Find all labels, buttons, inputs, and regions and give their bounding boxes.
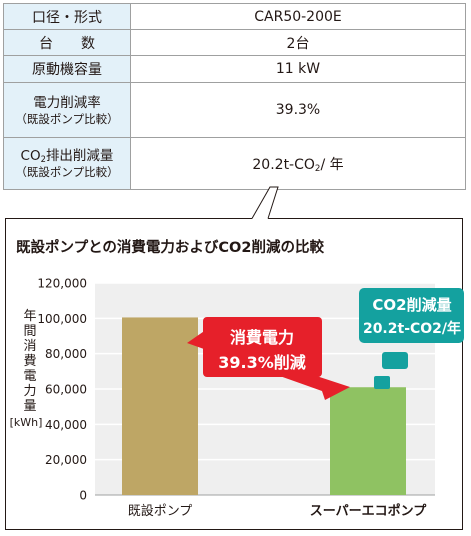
y-label-char: 年 — [23, 309, 36, 324]
x-tick-label: スーパーエコポンプ — [310, 503, 427, 519]
bars — [122, 317, 406, 495]
red-callout-box — [203, 317, 322, 377]
table-row: CO2排出削減量 （既設ポンプ比較） 20.2t-CO2/ 年 — [3, 137, 466, 190]
y-label-char: 費 — [23, 354, 36, 369]
red-callout-line2: 39.3%削減 — [218, 353, 306, 372]
y-tick-label: 80,000 — [45, 347, 87, 361]
y-label-char: 量 — [23, 399, 36, 414]
y-tick-label: 20,000 — [45, 453, 87, 467]
y-label-char: 電 — [23, 369, 36, 384]
y-tick-label: 0 — [79, 489, 87, 503]
y-tick-label: 60,000 — [45, 383, 87, 397]
y-label-char: 力 — [23, 384, 36, 399]
y-label-char: 間 — [23, 324, 36, 339]
table-row: 台 数 2台 — [3, 29, 466, 56]
red-callout-line1: 消費電力 — [230, 328, 294, 347]
spec-table: 口径・形式 CAR50-200E 台 数 2台 原動機容量 11 kW 電力削減… — [3, 3, 466, 190]
x-tick-label: 既設ポンプ — [128, 503, 193, 519]
row-label: 原動機容量 — [3, 55, 131, 83]
row-label: CO2排出削減量 （既設ポンプ比較） — [3, 137, 131, 190]
row-value: 11 kW — [130, 55, 466, 83]
row-value: 2台 — [130, 29, 466, 56]
bar-2 — [330, 387, 406, 495]
y-tick-label: 40,000 — [45, 418, 87, 432]
y-tick-label: 100,000 — [37, 312, 87, 326]
y-tick-labels: 0 20,000 40,000 60,000 80,000 100,000 120,000 — [37, 277, 87, 503]
y-label-unit: [kWh] — [10, 416, 43, 429]
table-row: 電力削減率 （既設ポンプ比較） 39.3% — [3, 82, 466, 138]
bar-1 — [122, 317, 198, 495]
row-value: 39.3% — [130, 82, 466, 138]
teal-callout-line2: 20.2t-CO2/年 — [363, 320, 461, 337]
y-tick-label: 120,000 — [37, 277, 87, 291]
y-label-char: 消 — [23, 339, 36, 354]
teal-bubble-medium — [382, 352, 408, 369]
teal-callout-line1: CO2削減量 — [372, 296, 451, 314]
chart-title: 既設ポンプとの消費電力およびCO2削減の比較 — [16, 240, 324, 256]
table-row: 原動機容量 11 kW — [3, 55, 466, 83]
row-label: 口径・形式 — [3, 3, 131, 30]
teal-callout-box — [359, 288, 464, 343]
table-row: 口径・形式 CAR50-200E — [3, 3, 466, 30]
teal-bubble-small — [374, 376, 390, 389]
row-value: 20.2t-CO2/ 年 — [130, 137, 466, 190]
row-label: 電力削減率 （既設ポンプ比較） — [3, 82, 131, 138]
x-tick-labels: 既設ポンプ スーパーエコポンプ — [128, 503, 428, 519]
annotations: 消費電力 39.3%削減 CO2削減量 20.2t-CO2/年 — [187, 288, 464, 400]
